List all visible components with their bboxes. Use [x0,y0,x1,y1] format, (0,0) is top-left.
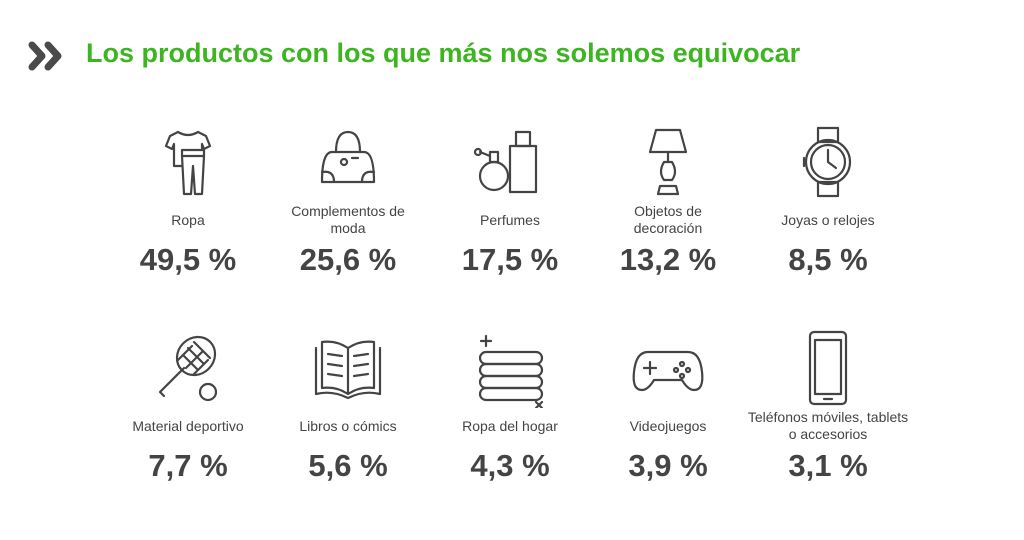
product-percentage: 3,1 % [788,448,868,483]
product-label: Perfumes [480,211,540,228]
product-item: Perfumes 17,5 % [425,122,595,278]
lamp-icon [648,128,688,196]
product-percentage: 8,5 % [788,242,868,277]
double-chevron-icon [28,41,62,71]
product-label: Objetos de decoración [633,203,703,236]
product-item: Joyas o relojes 8,5 % [743,122,913,278]
gamepad-icon [632,350,704,392]
tennis-racket-icon [158,335,218,402]
product-item: Videojuegos 3,9 % [583,328,753,484]
product-percentage: 17,5 % [461,242,559,277]
product-label: Ropa [171,211,205,228]
product-item: Libros o cómics 5,6 % [263,328,433,484]
product-item: Ropa 49,5 % [103,122,273,278]
towels-icon [478,334,544,408]
product-label: Libros o cómics [299,417,397,434]
smartphone-icon [808,330,848,406]
product-item: Objetos de decoración 13,2 % [583,122,753,278]
product-label: Joyas o relojes [781,211,875,228]
product-percentage: 5,6 % [308,448,388,483]
product-item: Complementos de moda 25,6 % [263,122,433,278]
handbag-icon [320,130,376,184]
clothes-icon [164,130,212,196]
product-label: Teléfonos móviles, tablets o accesorios [747,409,909,442]
product-percentage: 25,6 % [299,242,397,277]
page-title: Los productos con los que más nos solemo… [86,38,801,68]
product-label: Videojuegos [629,417,707,434]
product-label: Material deportivo [132,417,244,434]
product-percentage: 13,2 % [619,242,717,277]
watch-icon [802,126,852,198]
book-icon [314,340,382,400]
product-percentage: 4,3 % [470,448,550,483]
product-percentage: 49,5 % [139,242,237,277]
perfume-icon [473,130,538,194]
product-percentage: 7,7 % [148,448,228,483]
product-label: Complementos de moda [291,203,405,236]
product-item: Material deportivo 7,7 % [103,328,273,484]
product-item: Teléfonos móviles, tablets o accesorios 3… [743,328,913,484]
product-label: Ropa del hogar [462,417,558,434]
product-item: Ropa del hogar 4,3 % [425,328,595,484]
product-percentage: 3,9 % [628,448,708,483]
